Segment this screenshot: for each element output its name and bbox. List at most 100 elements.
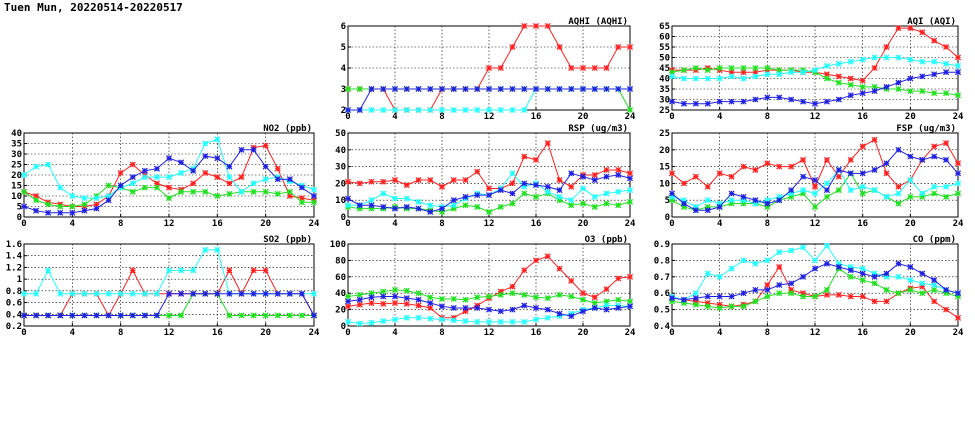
aqi-chart-title: AQI (AQI) [907, 17, 956, 27]
so2-series-3 [20, 290, 318, 319]
rsp-data-point [509, 180, 516, 187]
fsp-data-point [764, 200, 771, 207]
aqi-data-point [931, 37, 938, 44]
so2-data-point [105, 290, 112, 297]
so2-data-point [310, 312, 318, 319]
fsp-data-point [931, 190, 938, 197]
aqhi-data-point [521, 106, 528, 114]
rsp-data-point [568, 202, 575, 209]
rsp-data-point [603, 190, 610, 197]
no2-data-point [178, 169, 185, 176]
o3-data-point [474, 294, 481, 301]
aqi-data-point [835, 96, 842, 103]
co-y-tick-label: 0.6 [654, 289, 670, 299]
so2-data-point [165, 312, 173, 319]
fsp-data-point [800, 173, 807, 180]
no2-data-point [141, 167, 148, 174]
fsp-chart: FSP (ug/m3) 0 4 8 12 16 20 24 0 5 10 15 20 25 [659, 124, 964, 229]
no2-data-point [214, 174, 221, 181]
aqhi-x-tick-label: 8 [439, 112, 444, 122]
no2-data-point [33, 163, 40, 170]
aqhi-data-point [509, 106, 516, 114]
o3-data-point [556, 291, 563, 298]
rsp-data-point [509, 200, 516, 207]
o3-data-point [485, 306, 493, 313]
fsp-y-tick-label: 10 [659, 179, 670, 189]
aqhi-data-point [380, 85, 387, 93]
co-data-point [907, 286, 914, 293]
fsp-data-point [883, 160, 890, 167]
rsp-data-point [544, 140, 551, 147]
no2-y-tick-label: 0 [17, 213, 22, 223]
rsp-data-point [450, 177, 457, 184]
o3-data-point [344, 298, 352, 305]
fsp-data-point [764, 160, 771, 167]
no2-x-tick-label: 20 [260, 219, 271, 229]
aqhi-y-tick-label: 3 [341, 85, 346, 95]
aqi-data-point [668, 73, 676, 80]
no2-y-tick-label: 15 [11, 182, 22, 192]
o3-data-point [615, 304, 622, 311]
fsp-x-tick-label: 20 [905, 219, 916, 229]
o3-data-point [391, 293, 399, 300]
aqhi-series-3 [344, 85, 634, 114]
fsp-series-3 [668, 146, 962, 214]
aqhi-x-tick-label: 16 [531, 112, 542, 122]
aqi-y-tick-label: 35 [659, 85, 670, 95]
aqi-data-point [800, 98, 807, 105]
so2-y-tick-label: 1.4 [6, 252, 23, 262]
o3-data-point [556, 265, 563, 272]
rsp-data-point [450, 197, 457, 204]
no2-data-point [105, 197, 112, 204]
fsp-data-point [823, 180, 830, 187]
aqi-data-point [680, 75, 687, 82]
so2-data-point [310, 290, 318, 297]
co-x-tick-label: 24 [953, 328, 964, 338]
aqhi-data-point [438, 106, 446, 114]
rsp-y-tick-label: 20 [335, 179, 346, 189]
so2-data-point [262, 267, 269, 274]
no2-data-point [310, 192, 318, 200]
no2-data-point [93, 205, 100, 212]
co-data-point [692, 295, 699, 302]
aqi-data-point [704, 67, 711, 74]
rsp-data-point [356, 202, 363, 209]
o3-data-point [497, 308, 504, 315]
co-data-point [931, 277, 938, 284]
aqi-data-point [871, 54, 878, 61]
aqi-data-point [907, 88, 914, 95]
co-data-point [919, 290, 926, 297]
rsp-data-point [427, 208, 434, 215]
fsp-data-point [788, 187, 795, 194]
aqhi-y-tick-label: 2 [341, 106, 346, 116]
no2-y-tick-label: 20 [11, 171, 22, 181]
o3-data-point [380, 293, 387, 300]
no2-data-point [165, 184, 173, 191]
aqhi-data-point [380, 106, 387, 114]
so2-data-point [105, 312, 112, 319]
aqi-data-point [764, 94, 771, 101]
aqi-data-point [823, 75, 830, 82]
so2-y-tick-label: 1 [17, 275, 22, 285]
co-y-tick-label: 0.9 [654, 240, 670, 250]
no2-data-point [226, 163, 233, 170]
rsp-data-point [615, 202, 622, 209]
rsp-data-point [568, 197, 575, 204]
fsp-data-point [800, 156, 807, 163]
rsp-data-point [556, 187, 563, 194]
aqi-data-point [704, 75, 711, 82]
aqi-data-point [931, 71, 938, 78]
so2-chart-title: SO2 (ppb) [263, 235, 312, 245]
co-series-3 [668, 260, 962, 303]
aqi-data-point [740, 64, 747, 72]
rsp-data-point [626, 198, 634, 205]
so2-data-point [129, 312, 136, 319]
so2-data-point [153, 312, 160, 319]
so2-data-point [20, 290, 28, 297]
so2-x-tick-label: 24 [309, 328, 320, 338]
fsp-y-tick-label: 0 [665, 213, 670, 223]
rsp-data-point [415, 177, 422, 184]
no2-data-point [202, 169, 209, 176]
aqhi-data-point [591, 64, 598, 72]
aqi-x-tick-label: 16 [857, 112, 868, 122]
